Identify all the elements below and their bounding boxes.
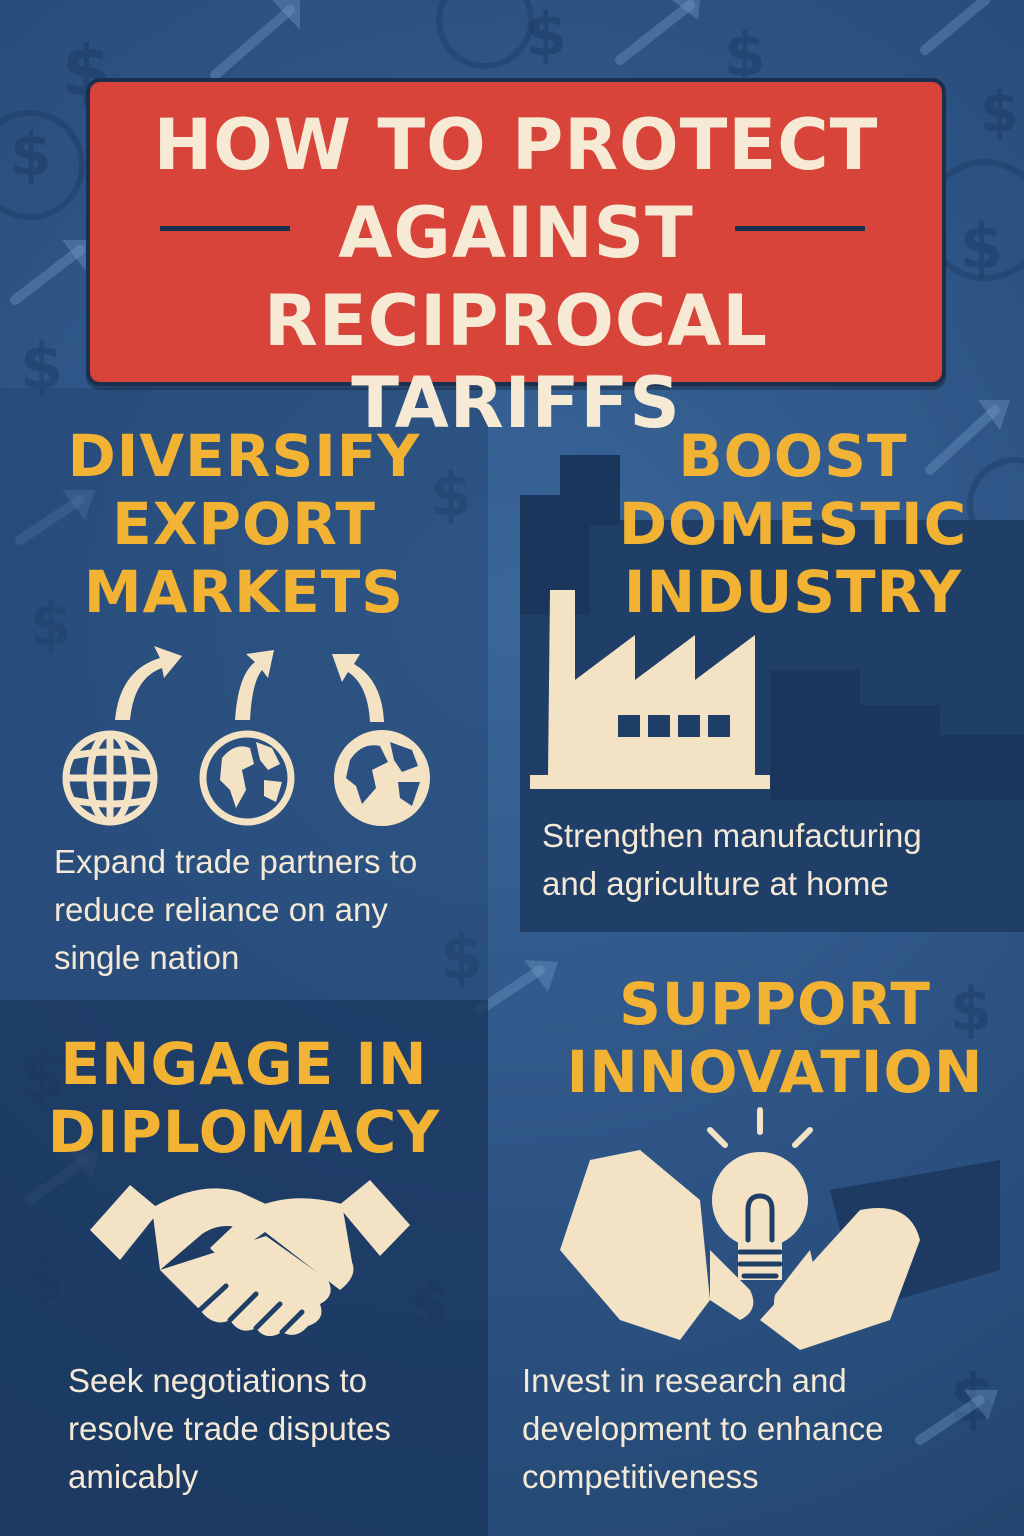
title-divider-right	[735, 226, 865, 231]
globes-with-arrows-icon	[62, 646, 430, 826]
section-heading: ENGAGE IN DIPLOMACY	[0, 1030, 488, 1166]
dollar-icon: $	[440, 920, 484, 993]
description-line: development to enhance	[522, 1410, 884, 1447]
description-line: and agriculture at home	[542, 865, 889, 902]
title-divider-left	[160, 226, 290, 231]
dollar-icon: $	[430, 460, 472, 530]
description-line: reduce reliance on any	[54, 891, 388, 928]
heading-line: DOMESTIC	[618, 490, 968, 558]
handshake-icon	[90, 1180, 410, 1337]
section-description: Invest in research and development to en…	[522, 1357, 982, 1501]
title-line-2: AGAINST	[338, 192, 694, 274]
dollar-icon: $	[960, 210, 1004, 283]
dollar-icon: $	[525, 0, 567, 70]
description-line: competitiveness	[522, 1458, 759, 1495]
dollar-icon: $	[30, 590, 72, 660]
heading-line: DIVERSIFY	[67, 422, 421, 490]
dollar-icon: $	[10, 120, 52, 190]
dollar-icon: $	[980, 80, 1019, 145]
dollar-icon: $	[20, 330, 64, 403]
description-line: resolve trade disputes	[68, 1410, 391, 1447]
section-description: Seek negotiations to resolve trade dispu…	[68, 1357, 478, 1501]
heading-line: SUPPORT	[619, 970, 931, 1038]
title-banner: HOW TO PROTECT AGAINST RECIPROCAL TARIFF…	[86, 78, 946, 444]
description-line: single nation	[54, 939, 240, 976]
dollar-icon: $	[950, 1360, 996, 1437]
section-description: Strengthen manufacturing and agriculture…	[542, 812, 1002, 908]
section-heading: BOOST DOMESTIC INDUSTRY	[608, 422, 978, 626]
dollar-icon: $	[950, 975, 992, 1045]
factory-icon	[520, 455, 1024, 800]
heading-line: INNOVATION	[566, 1038, 984, 1106]
heading-line: ENGAGE IN	[60, 1030, 428, 1098]
description-line: amicably	[68, 1458, 199, 1495]
heading-line: BOOST	[678, 422, 908, 490]
title-line-3: RECIPROCAL TARIFFS	[264, 280, 768, 444]
heading-line: MARKETS	[83, 558, 405, 626]
description-line: Expand trade partners to	[54, 843, 418, 880]
section-description: Expand trade partners to reduce reliance…	[54, 838, 474, 982]
heading-line: INDUSTRY	[623, 558, 963, 626]
lightbulb-in-hands-icon	[560, 1107, 1000, 1350]
section-heading: DIVERSIFY EXPORT MARKETS	[0, 422, 488, 626]
section-heading: SUPPORT INNOVATION	[560, 970, 990, 1106]
description-line: Strengthen manufacturing	[542, 817, 922, 854]
heading-line: EXPORT	[112, 490, 376, 558]
heading-line: DIPLOMACY	[47, 1098, 441, 1166]
description-line: Seek negotiations to	[68, 1362, 368, 1399]
title-line-1: HOW TO PROTECT	[153, 104, 879, 186]
description-line: Invest in research and	[522, 1362, 847, 1399]
